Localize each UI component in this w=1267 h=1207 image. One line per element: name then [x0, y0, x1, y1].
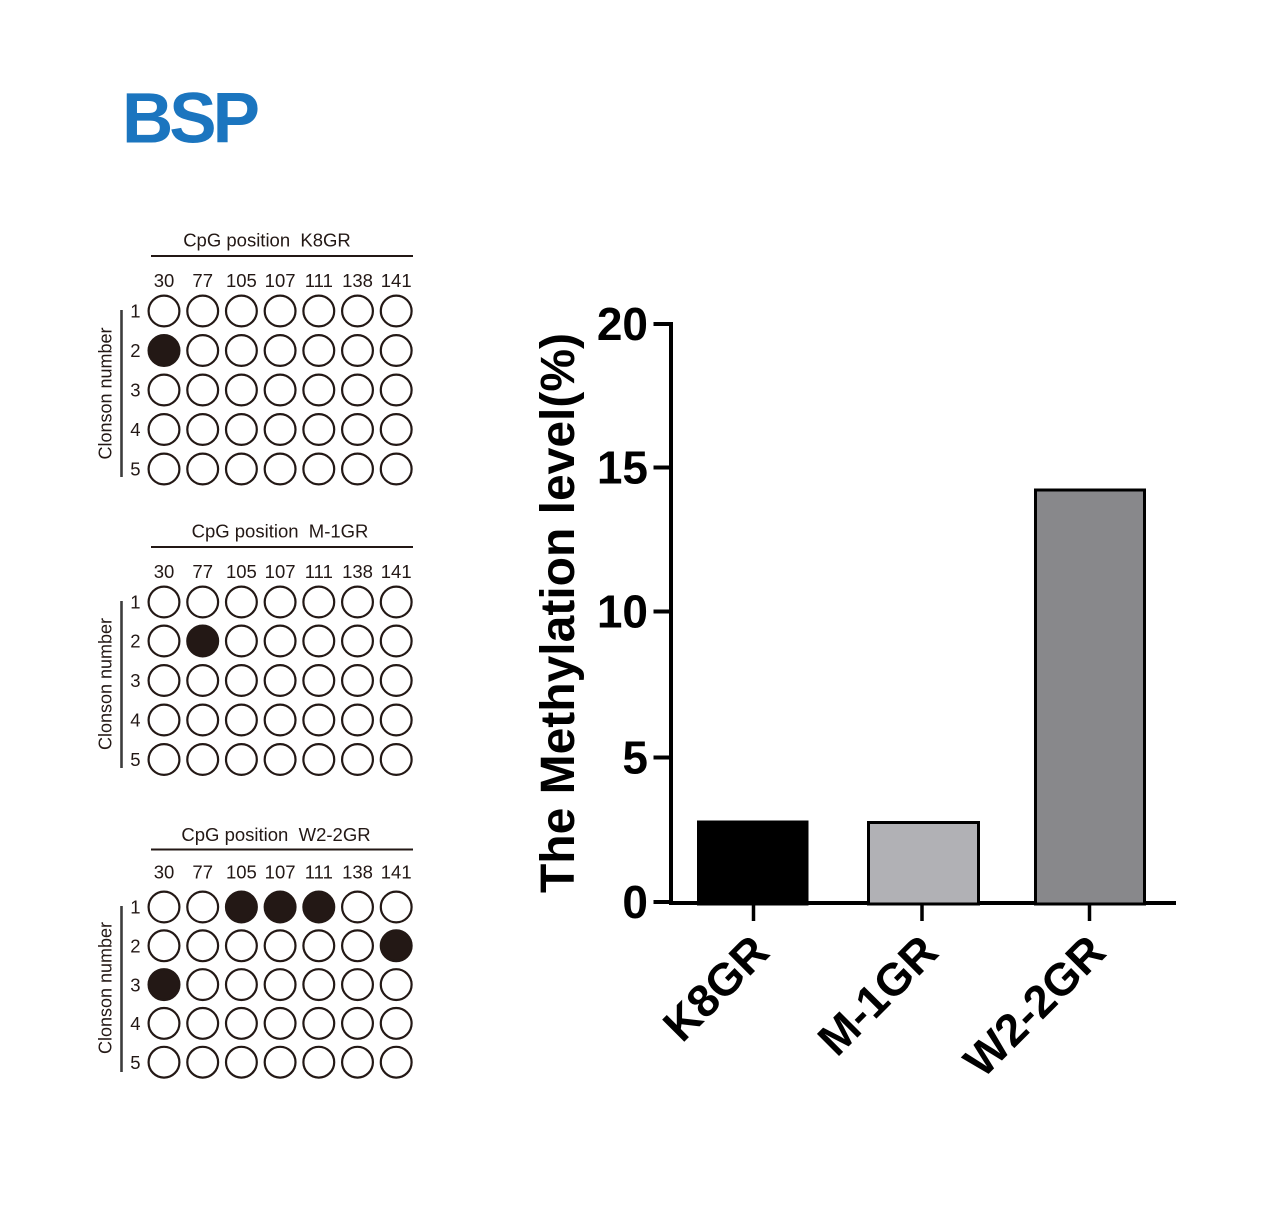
svg-text:141: 141: [381, 561, 412, 582]
svg-text:4: 4: [130, 710, 140, 731]
svg-text:111: 111: [305, 561, 333, 582]
svg-text:15: 15: [597, 442, 648, 494]
svg-text:5: 5: [622, 732, 648, 784]
svg-text:141: 141: [381, 270, 412, 291]
svg-text:0: 0: [622, 876, 648, 928]
svg-text:3: 3: [130, 670, 140, 691]
svg-text:The Methylation level(%): The Methylation level(%): [532, 333, 585, 893]
svg-text:3: 3: [130, 380, 140, 401]
svg-text:2: 2: [130, 631, 140, 652]
svg-text:Clonson number: Clonson number: [96, 327, 116, 459]
svg-text:1: 1: [130, 592, 140, 613]
svg-text:138: 138: [342, 862, 373, 883]
svg-text:77: 77: [192, 561, 213, 582]
svg-text:107: 107: [265, 270, 296, 291]
svg-text:Clonson number: Clonson number: [96, 618, 116, 750]
svg-text:30: 30: [154, 561, 175, 582]
svg-text:2: 2: [130, 936, 140, 957]
svg-text:30: 30: [154, 862, 175, 883]
svg-text:77: 77: [192, 862, 213, 883]
svg-text:77: 77: [192, 270, 213, 291]
svg-text:1: 1: [130, 301, 140, 322]
svg-text:CpG position W2-2GR: CpG position W2-2GR: [181, 824, 370, 845]
svg-text:107: 107: [265, 862, 296, 883]
svg-text:BSP: BSP: [122, 80, 258, 159]
svg-text:CpG position K8GR: CpG position K8GR: [183, 230, 351, 251]
svg-text:141: 141: [381, 862, 412, 883]
svg-text:111: 111: [305, 862, 333, 883]
svg-text:10: 10: [597, 586, 648, 638]
svg-text:CpG position M-1GR: CpG position M-1GR: [192, 521, 369, 542]
svg-text:105: 105: [226, 862, 257, 883]
svg-text:5: 5: [130, 459, 140, 480]
svg-text:20: 20: [597, 298, 648, 350]
svg-text:1: 1: [130, 897, 140, 918]
svg-text:105: 105: [226, 561, 257, 582]
svg-text:4: 4: [130, 1013, 140, 1034]
svg-text:4: 4: [130, 419, 140, 440]
svg-text:107: 107: [265, 561, 296, 582]
svg-text:5: 5: [130, 749, 140, 770]
svg-text:111: 111: [305, 270, 333, 291]
svg-text:3: 3: [130, 974, 140, 995]
svg-text:138: 138: [342, 561, 373, 582]
svg-text:138: 138: [342, 270, 373, 291]
svg-text:30: 30: [154, 270, 175, 291]
svg-text:2: 2: [130, 340, 140, 361]
svg-text:105: 105: [226, 270, 257, 291]
svg-text:Clonson number: Clonson number: [96, 922, 116, 1054]
svg-text:5: 5: [130, 1052, 140, 1073]
